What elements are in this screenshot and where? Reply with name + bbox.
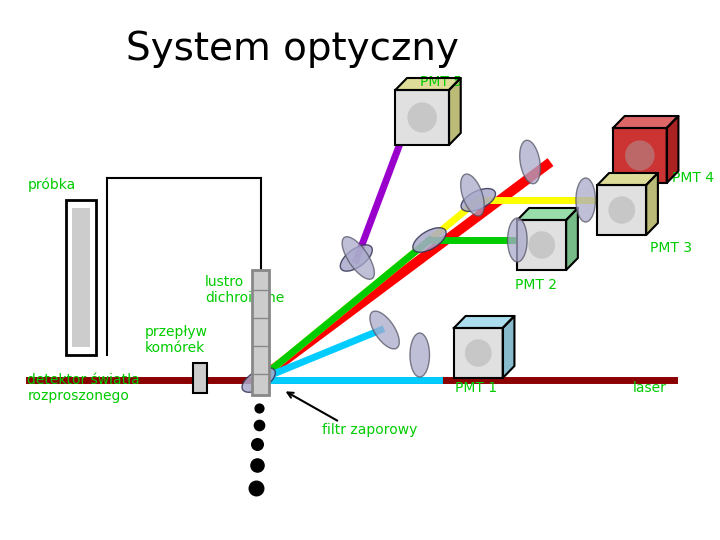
Text: przepływ
komórek: przepływ komórek [145,325,207,355]
Ellipse shape [576,178,595,222]
Ellipse shape [342,237,374,279]
Bar [454,328,503,378]
Polygon shape [566,208,578,270]
Ellipse shape [625,140,654,171]
Ellipse shape [520,140,540,184]
Polygon shape [454,316,514,328]
Bar [395,90,449,145]
Text: PMT 1: PMT 1 [455,381,497,395]
Polygon shape [518,208,578,220]
Text: PMT 3: PMT 3 [650,241,692,255]
Text: PMT 2: PMT 2 [516,278,557,292]
Ellipse shape [408,103,437,133]
Ellipse shape [608,196,635,224]
Bar [613,128,667,183]
Bar [66,200,96,355]
Ellipse shape [341,245,372,271]
Text: detektor światła
rozproszonego: detektor światła rozproszonego [27,373,140,403]
Bar [193,363,207,393]
Point [253,421,264,429]
Ellipse shape [465,339,492,367]
Text: lustro
dichroiczne: lustro dichroiczne [205,275,284,305]
Polygon shape [667,116,678,183]
Text: filtr zaporowy: filtr zaporowy [322,423,418,437]
Ellipse shape [461,174,484,216]
Text: laser: laser [633,381,667,395]
Text: PMT 5: PMT 5 [420,75,462,89]
Ellipse shape [528,231,555,259]
Point [250,484,261,492]
Text: System optyczny: System optyczny [127,30,459,68]
Polygon shape [598,173,658,185]
Polygon shape [613,116,678,128]
Bar [518,220,566,270]
Ellipse shape [508,218,527,262]
Ellipse shape [242,368,275,392]
Polygon shape [503,316,514,378]
Text: próbka: próbka [27,178,76,192]
Point [253,404,264,413]
Text: PMT 4: PMT 4 [672,171,714,185]
Bar [252,270,269,395]
Ellipse shape [413,228,446,252]
Bar [598,185,646,235]
Ellipse shape [410,333,430,377]
Point [251,440,263,448]
Polygon shape [449,78,461,145]
Point [251,461,263,469]
Ellipse shape [461,188,495,212]
Polygon shape [646,173,658,235]
Polygon shape [395,78,461,90]
Ellipse shape [370,311,400,349]
Bar [72,208,90,347]
